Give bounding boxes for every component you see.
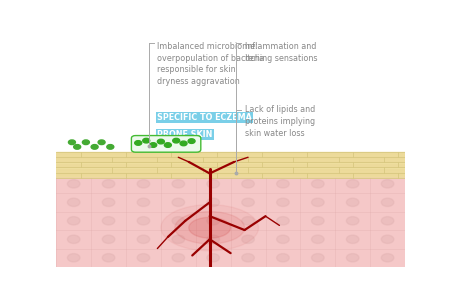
Text: SPECIFIC TO ECZEMA: SPECIFIC TO ECZEMA: [158, 113, 252, 122]
Circle shape: [277, 198, 289, 206]
Text: PRONE SKIN: PRONE SKIN: [158, 130, 213, 139]
Circle shape: [173, 138, 180, 143]
Circle shape: [242, 235, 254, 243]
Text: Imbalanced microbiome:
overpopulation of bacteria
responsible for skin
dryness a: Imbalanced microbiome: overpopulation of…: [158, 42, 265, 86]
Circle shape: [311, 217, 324, 225]
Bar: [56, 169, 405, 173]
Circle shape: [242, 198, 254, 206]
Text: Inflammation and
itching sensations: Inflammation and itching sensations: [245, 42, 317, 63]
Circle shape: [143, 138, 150, 143]
Circle shape: [311, 198, 324, 206]
Circle shape: [137, 217, 150, 225]
Circle shape: [172, 180, 184, 188]
Circle shape: [381, 235, 394, 243]
Circle shape: [381, 198, 394, 206]
Text: Lack of lipids and
proteins implying
skin water loss: Lack of lipids and proteins implying ski…: [245, 105, 315, 138]
Circle shape: [346, 254, 359, 262]
Circle shape: [91, 145, 98, 149]
Circle shape: [172, 235, 184, 243]
Circle shape: [164, 143, 171, 147]
Circle shape: [381, 254, 394, 262]
Circle shape: [242, 217, 254, 225]
Ellipse shape: [175, 212, 245, 244]
Circle shape: [188, 139, 195, 143]
Circle shape: [68, 198, 80, 206]
Circle shape: [207, 235, 220, 243]
Bar: [56, 174, 405, 178]
Circle shape: [137, 180, 150, 188]
Circle shape: [98, 140, 105, 145]
Circle shape: [102, 254, 115, 262]
Bar: [56, 158, 405, 162]
Circle shape: [277, 235, 289, 243]
FancyBboxPatch shape: [131, 136, 201, 152]
Circle shape: [381, 217, 394, 225]
Bar: [56, 178, 405, 267]
Circle shape: [68, 254, 80, 262]
Circle shape: [207, 217, 220, 225]
Circle shape: [346, 217, 359, 225]
Ellipse shape: [161, 205, 258, 251]
Circle shape: [277, 254, 289, 262]
Circle shape: [311, 180, 324, 188]
Circle shape: [172, 198, 184, 206]
Circle shape: [207, 198, 220, 206]
Circle shape: [68, 217, 80, 225]
Circle shape: [102, 235, 115, 243]
Circle shape: [102, 180, 115, 188]
Circle shape: [180, 141, 187, 146]
Circle shape: [346, 235, 359, 243]
Circle shape: [242, 180, 254, 188]
Circle shape: [68, 235, 80, 243]
Circle shape: [311, 254, 324, 262]
Circle shape: [242, 254, 254, 262]
Circle shape: [150, 143, 157, 147]
Circle shape: [74, 145, 81, 149]
Circle shape: [137, 254, 150, 262]
Circle shape: [68, 140, 76, 145]
Circle shape: [135, 141, 142, 145]
Ellipse shape: [189, 217, 230, 238]
Circle shape: [102, 217, 115, 225]
Bar: [56, 153, 405, 157]
Circle shape: [137, 235, 150, 243]
Circle shape: [277, 180, 289, 188]
Circle shape: [277, 217, 289, 225]
Circle shape: [381, 180, 394, 188]
Circle shape: [207, 254, 220, 262]
Circle shape: [158, 139, 164, 144]
Circle shape: [137, 198, 150, 206]
Circle shape: [207, 180, 220, 188]
Circle shape: [107, 145, 114, 149]
Bar: [56, 152, 405, 178]
Circle shape: [172, 254, 184, 262]
Circle shape: [311, 235, 324, 243]
Circle shape: [102, 198, 115, 206]
Circle shape: [346, 180, 359, 188]
Circle shape: [172, 217, 184, 225]
Circle shape: [82, 140, 90, 145]
Circle shape: [68, 180, 80, 188]
Bar: [56, 164, 405, 167]
Circle shape: [346, 198, 359, 206]
